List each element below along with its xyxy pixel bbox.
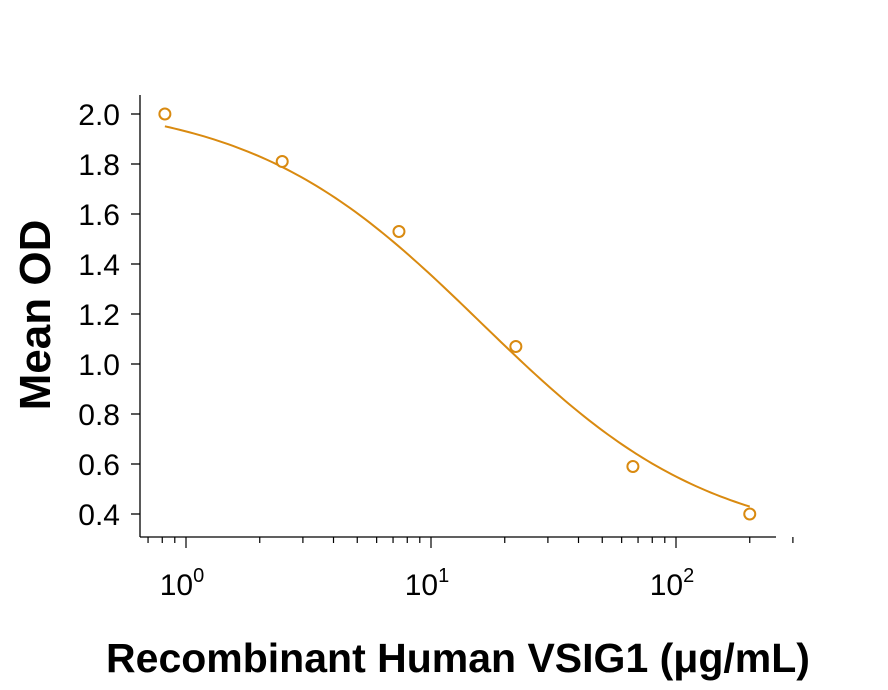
plot-area: [158, 107, 757, 521]
y-tick-label: 0.8: [78, 399, 120, 432]
x-tick-label: 101: [405, 565, 450, 602]
y-tick-label: 0.4: [78, 499, 120, 532]
x-tick-label: 102: [650, 565, 695, 602]
y-axis-title: Mean OD: [11, 220, 60, 411]
data-point: [158, 107, 172, 121]
fit-curve: [164, 125, 751, 508]
data-point: [743, 507, 757, 521]
x-tick-label: 100: [160, 565, 205, 602]
y-tick-label: 1.4: [78, 249, 120, 282]
axes: 0.4 0.6 0.8 1.0 1.2 1.4 1.6 1.8 2.0 100 101 102: [78, 95, 794, 602]
data-point: [392, 225, 406, 238]
y-tick-label: 1.8: [78, 149, 120, 182]
data-point: [509, 340, 523, 353]
x-axis-title: Recombinant Human VSIG1 (μg/mL): [106, 635, 810, 681]
data-point: [626, 460, 640, 473]
y-tick-label: 1.2: [78, 299, 120, 332]
data-point: [275, 155, 289, 168]
y-tick-label: 0.6: [78, 449, 120, 482]
y-tick-label: 2.0: [78, 99, 120, 132]
y-tick-label: 1.0: [78, 349, 120, 382]
y-tick-label: 1.6: [78, 199, 120, 232]
